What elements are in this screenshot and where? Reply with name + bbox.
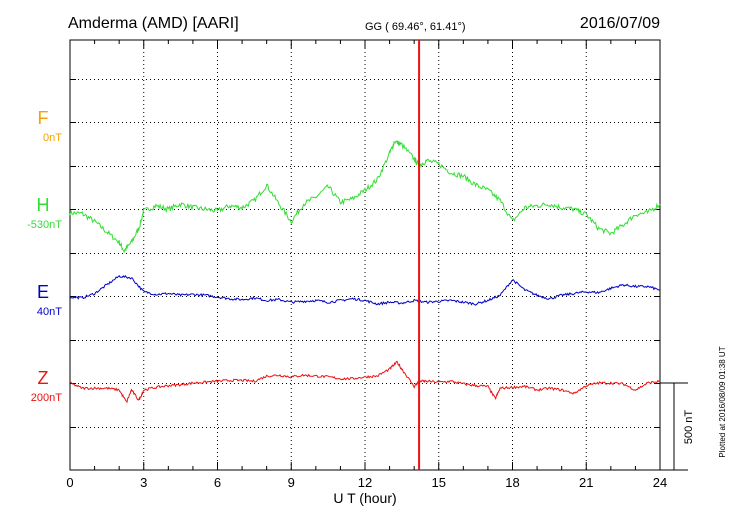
scale-bar-label: 500 nT <box>683 410 695 445</box>
baseline-label-H: -530nT <box>27 219 62 231</box>
baseline-label-Z: 200nT <box>31 392 62 404</box>
series-line-E <box>69 274 661 306</box>
series-label-Z: Z <box>38 368 49 388</box>
x-tick-label: 9 <box>288 475 295 490</box>
x-tick-label: 24 <box>653 475 667 490</box>
baseline-label-F: 0nT <box>43 132 62 144</box>
series-label-F: F <box>38 108 49 128</box>
x-tick-label: 18 <box>505 475 519 490</box>
coords-label: GG ( 69.46°, 61.41°) <box>365 21 466 33</box>
scale-bar <box>660 382 688 471</box>
series-label-H: H <box>37 195 50 215</box>
series-label-E: E <box>37 282 49 302</box>
x-tick-label: 3 <box>140 475 147 490</box>
baseline-label-E: 40nT <box>37 306 62 318</box>
date-label: 2016/07/09 <box>580 15 660 32</box>
plotted-timestamp: Plotted at 2016/08/09 01:38 UT <box>718 346 727 457</box>
x-tick-label: 6 <box>214 475 221 490</box>
x-tick-label: 12 <box>358 475 372 490</box>
x-tick-label: 0 <box>66 475 73 490</box>
x-axis-label: U T (hour) <box>333 490 396 506</box>
x-tick-label: 21 <box>579 475 593 490</box>
series-line-Z <box>70 360 661 404</box>
grid-lines <box>70 40 660 470</box>
station-title: Amderma (AMD) [AARI] <box>68 15 239 32</box>
axis-ticks <box>69 40 661 470</box>
x-tick-label: 15 <box>432 475 446 490</box>
series-line-H <box>69 139 661 254</box>
x-tick-labels: 0 3 6 9 12 15 18 21 24 <box>66 475 667 490</box>
